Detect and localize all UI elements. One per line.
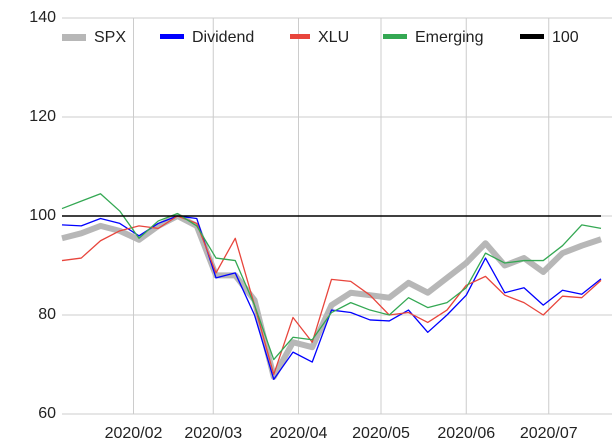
- x-tick-label: 2020/03: [184, 425, 242, 442]
- legend-swatch: [520, 34, 544, 39]
- y-tick-label: 80: [38, 306, 56, 323]
- legend-label: SPX: [94, 29, 126, 46]
- legend-label: Dividend: [192, 29, 254, 46]
- legend-swatch: [383, 34, 407, 39]
- x-tick-label: 2020/02: [105, 425, 163, 442]
- legend-swatch: [290, 34, 310, 39]
- legend-label: 100: [552, 29, 579, 46]
- y-tick-label: 140: [29, 9, 56, 26]
- line-series: [61, 193, 602, 361]
- legend-label: XLU: [318, 29, 349, 46]
- x-tick-label: 2020/06: [437, 425, 495, 442]
- legend-swatch: [62, 34, 86, 41]
- y-tick-label: 60: [38, 405, 56, 422]
- y-tick-label: 100: [29, 207, 56, 224]
- line-series: [61, 213, 602, 380]
- legend-label: Emerging: [415, 29, 483, 46]
- x-tick-label: 2020/05: [352, 425, 410, 442]
- x-tick-label: 2020/04: [270, 425, 328, 442]
- x-tick-label: 2020/07: [520, 425, 578, 442]
- y-tick-label: 120: [29, 108, 56, 125]
- legend-swatch: [160, 34, 184, 39]
